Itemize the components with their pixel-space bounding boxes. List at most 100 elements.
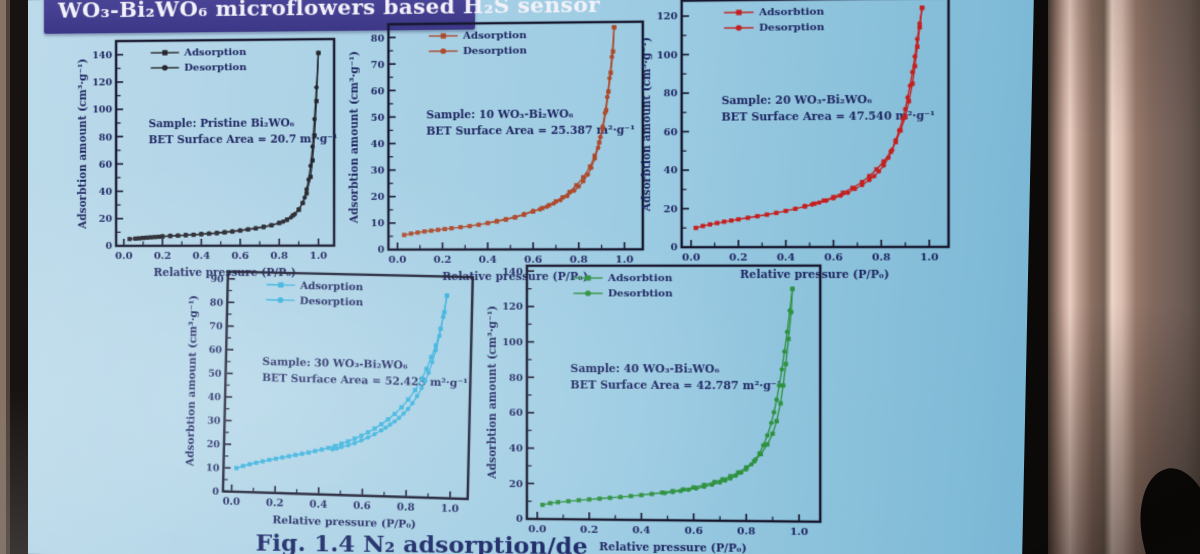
svg-text:80: 80	[210, 297, 224, 308]
svg-text:20: 20	[664, 204, 678, 215]
chart-20-wo3-bi2wo6: 0 20 40 60 80 100 120 0.0 0.2 0.4 0.6 0.8 1.0 Relativ…	[640, 0, 959, 282]
svg-text:30: 30	[371, 166, 385, 177]
svg-text:BET Surface Area = 20.7 m²·g⁻¹: BET Surface Area = 20.7 m²·g⁻¹	[149, 133, 338, 146]
svg-text:Desorption: Desorption	[300, 296, 364, 309]
svg-text:BET Surface Area = 52.423 m²·g: BET Surface Area = 52.423 m²·g⁻¹	[262, 372, 468, 390]
svg-text:50: 50	[371, 113, 385, 124]
svg-text:20: 20	[206, 439, 220, 450]
svg-text:100: 100	[657, 50, 678, 61]
room-left-wall	[0, 0, 28, 554]
svg-text:Adsorbtion: Adsorbtion	[758, 7, 825, 19]
svg-text:BET Surface Area = 25.387 m²·g: BET Surface Area = 25.387 m²·g⁻¹	[426, 125, 635, 138]
svg-text:0.6: 0.6	[685, 526, 703, 538]
svg-text:0.6: 0.6	[353, 500, 371, 512]
svg-text:0.0: 0.0	[222, 496, 240, 508]
svg-text:10: 10	[371, 219, 385, 230]
svg-text:0.8: 0.8	[737, 526, 755, 538]
svg-text:Desorption: Desorption	[759, 22, 825, 34]
svg-text:0: 0	[105, 241, 112, 252]
svg-text:Sample: 20 WO₃-Bi₂WO₆: Sample: 20 WO₃-Bi₂WO₆	[721, 94, 872, 107]
svg-text:1.0: 1.0	[310, 251, 328, 262]
svg-text:0.0: 0.0	[682, 252, 700, 263]
svg-text:0.8: 0.8	[570, 254, 588, 265]
svg-text:60: 60	[371, 86, 385, 97]
svg-text:1.0: 1.0	[441, 503, 459, 515]
svg-text:Sample: 40 WO₃-Bi₂WO₆: Sample: 40 WO₃-Bi₂WO₆	[570, 363, 719, 376]
svg-text:Sample: 10 WO₃-Bi₂WO₆: Sample: 10 WO₃-Bi₂WO₆	[426, 109, 574, 122]
svg-text:120: 120	[92, 78, 112, 89]
svg-text:40: 40	[99, 187, 113, 198]
svg-text:0.4: 0.4	[632, 525, 650, 536]
svg-text:0.2: 0.2	[580, 525, 598, 536]
svg-text:0.8: 0.8	[397, 502, 415, 514]
svg-text:Desorption: Desorption	[463, 46, 528, 58]
svg-text:1.0: 1.0	[920, 252, 939, 263]
svg-text:0.0: 0.0	[389, 255, 407, 266]
svg-text:120: 120	[657, 12, 678, 24]
svg-text:20: 20	[99, 214, 113, 225]
svg-text:0.2: 0.2	[729, 252, 747, 263]
svg-text:Adsorption: Adsorption	[183, 47, 247, 59]
svg-text:0: 0	[212, 486, 219, 497]
svg-text:Adsorbtion amount (cm³·g⁻¹): Adsorbtion amount (cm³·g⁻¹)	[184, 295, 200, 467]
svg-text:0.0: 0.0	[528, 524, 546, 535]
svg-text:0: 0	[671, 243, 678, 254]
svg-text:60: 60	[99, 159, 113, 170]
svg-text:80: 80	[664, 89, 678, 100]
svg-text:Adsorbtion amount (cm³·g⁻¹): Adsorbtion amount (cm³·g⁻¹)	[641, 37, 654, 212]
svg-text:0.8: 0.8	[872, 252, 891, 263]
svg-text:Adsorbtion amount (cm³·g⁻¹): Adsorbtion amount (cm³·g⁻¹)	[486, 306, 498, 480]
svg-text:0.6: 0.6	[524, 255, 542, 266]
svg-text:0.6: 0.6	[824, 252, 843, 263]
svg-text:1.0: 1.0	[790, 527, 809, 539]
chart-40-wo3-bi2wo6: 0 20 40 60 80 100 120 140 0.0 0.2 0.4 0.6 0.8 1.0 Rela…	[485, 259, 829, 554]
svg-text:40: 40	[208, 392, 222, 403]
svg-text:BET Surface Area = 47.540 m²·g: BET Surface Area = 47.540 m²·g⁻¹	[721, 110, 935, 124]
svg-text:40: 40	[509, 443, 523, 454]
svg-text:Sample: Pristine Bi₂WO₆: Sample: Pristine Bi₂WO₆	[149, 117, 295, 130]
svg-text:0.0: 0.0	[115, 251, 133, 262]
chart-30-wo3-bi2wo6: 0 10 20 30 40 50 60 70 80 90 0.0 0.2 0.4 0.6 0.8 1.0 Rel…	[182, 265, 482, 534]
svg-text:80: 80	[371, 33, 385, 44]
svg-text:100: 100	[502, 337, 523, 348]
svg-text:0: 0	[516, 514, 523, 525]
svg-text:0.4: 0.4	[777, 252, 795, 263]
svg-text:Adsorbtion amount (cm³·g⁻¹): Adsorbtion amount (cm³·g⁻¹)	[348, 51, 360, 224]
svg-text:Relative pressure (P/P₀): Relative pressure (P/P₀)	[599, 541, 746, 554]
figure-caption: Fig. 1.4 N₂ adsorption/de	[255, 529, 588, 554]
svg-text:0.4: 0.4	[309, 499, 327, 511]
svg-text:Desorption: Desorption	[184, 63, 247, 75]
svg-text:0.6: 0.6	[231, 251, 249, 262]
svg-text:0.8: 0.8	[270, 251, 288, 262]
svg-text:Relative pressure (P/P₀): Relative pressure (P/P₀)	[154, 267, 296, 279]
window-curtain	[1048, 0, 1200, 554]
svg-text:100: 100	[92, 105, 112, 116]
svg-text:90: 90	[210, 274, 224, 285]
svg-text:10: 10	[206, 463, 220, 475]
svg-text:0.4: 0.4	[193, 251, 211, 262]
svg-text:70: 70	[209, 321, 223, 332]
svg-text:60: 60	[209, 345, 223, 356]
svg-text:40: 40	[371, 139, 385, 150]
svg-text:140: 140	[502, 266, 523, 277]
svg-text:Relative pressure (P/P₀): Relative pressure (P/P₀)	[272, 514, 416, 531]
svg-text:0.2: 0.2	[266, 498, 284, 510]
svg-text:60: 60	[509, 408, 523, 419]
svg-text:40: 40	[664, 166, 678, 177]
svg-text:60: 60	[664, 127, 678, 138]
svg-text:Adsorption: Adsorption	[462, 31, 528, 43]
svg-text:Desorbtion: Desorbtion	[608, 289, 674, 300]
svg-text:80: 80	[509, 373, 523, 384]
svg-text:1.0: 1.0	[615, 254, 633, 265]
svg-text:BET Surface Area = 42.787 m²·g: BET Surface Area = 42.787 m²·g⁻¹	[570, 379, 781, 392]
projector-slide: WO₃-Bi₂WO₆ microflowers based H₂S sensor…	[26, 0, 1084, 554]
svg-text:80: 80	[99, 132, 113, 143]
svg-text:Adsorption: Adsorption	[299, 281, 364, 294]
svg-text:Sample: 30 WO₃-Bi₂WO₆: Sample: 30 WO₃-Bi₂WO₆	[262, 356, 408, 372]
svg-text:20: 20	[509, 479, 523, 490]
chart-10-wo3-bi2wo6: 0 10 20 30 40 50 60 70 80 0.0 0.2 0.4 0.6 0.8 1.0 Relat…	[347, 15, 652, 284]
svg-text:0.2: 0.2	[434, 255, 452, 266]
svg-text:Adsorbtion: Adsorbtion	[607, 273, 673, 284]
svg-text:140: 140	[92, 50, 112, 61]
